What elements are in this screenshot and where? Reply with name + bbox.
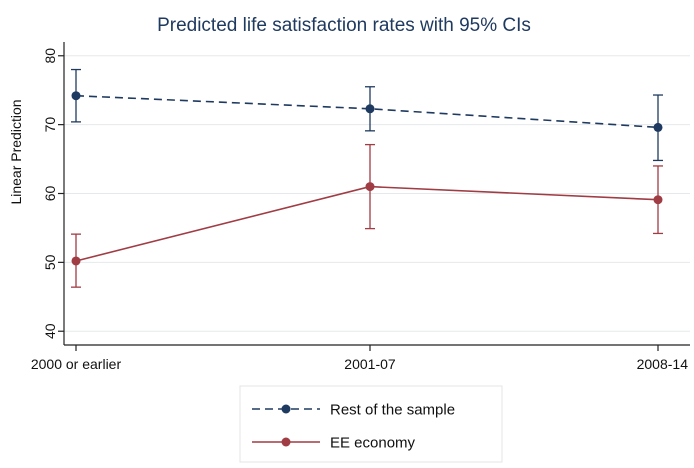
data-point <box>71 256 81 266</box>
legend-item: Rest of the sample <box>252 401 455 418</box>
legend-swatch-marker <box>281 404 291 414</box>
y-tick-label: 70 <box>42 117 58 133</box>
gridlines <box>64 55 690 332</box>
x-tick-label: 2001-07 <box>344 356 396 372</box>
legend-swatch-marker <box>281 437 291 447</box>
x-tick-label: 2000 or earlier <box>31 356 122 372</box>
y-tick-label: 80 <box>42 48 58 64</box>
x-tick-label: 2008-14 <box>637 356 689 372</box>
axes: 40 50 60 70 80 2000 or earlier 2001-07 2008-14 <box>31 42 690 372</box>
y-axis-label: Linear Prediction <box>8 99 24 204</box>
y-tick-label: 50 <box>42 254 58 270</box>
data-point <box>653 122 663 132</box>
series-group <box>71 68 663 288</box>
series-1 <box>71 143 663 288</box>
series-0 <box>71 68 663 162</box>
y-tick-label: 60 <box>42 186 58 202</box>
legend-label: EE economy <box>330 434 416 451</box>
y-tick-label: 40 <box>42 323 58 339</box>
chart-title: Predicted life satisfaction rates with 9… <box>157 15 531 36</box>
data-point <box>365 104 375 114</box>
data-point <box>365 182 375 192</box>
series-line <box>75 94 659 129</box>
legend: Rest of the sample EE economy <box>239 385 503 463</box>
data-point <box>653 195 663 205</box>
legend-box <box>239 385 503 463</box>
legend-item: EE economy <box>252 434 416 451</box>
data-point <box>71 91 81 101</box>
legend-label: Rest of the sample <box>330 401 455 418</box>
